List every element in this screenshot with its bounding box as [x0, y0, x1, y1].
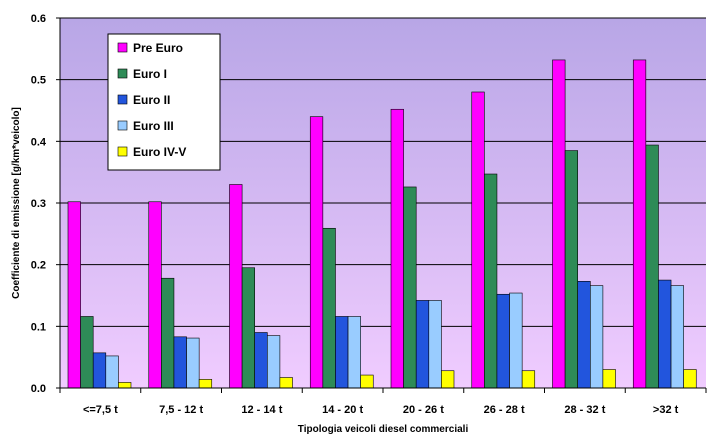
y-tick-label: 0.1 [31, 321, 46, 333]
bar [645, 144, 659, 389]
bar [118, 382, 132, 389]
bar [428, 300, 442, 389]
x-tick-label: 7,5 - 12 t [159, 404, 203, 416]
bar [198, 379, 213, 389]
bar [148, 201, 162, 389]
x-tick-label: 26 - 28 t [484, 404, 525, 416]
bar [441, 370, 455, 389]
bar [390, 108, 404, 389]
bar [161, 277, 175, 389]
bar [552, 59, 566, 389]
bar [496, 293, 510, 389]
x-tick-label: >32 t [653, 404, 679, 416]
x-tick-label: 12 - 14 t [241, 404, 282, 416]
legend-swatch [117, 146, 128, 157]
bar [105, 355, 119, 389]
bar [683, 369, 697, 389]
bars [67, 59, 697, 389]
bar [564, 150, 578, 389]
x-tick-labels: <=7,5 t 7,5 - 12 t 12 - 14 t 14 - 20 t 20 - … [83, 404, 679, 416]
bar [80, 316, 94, 389]
bar [347, 316, 361, 389]
bar [322, 227, 336, 389]
bar [403, 186, 417, 389]
bar [67, 201, 81, 389]
legend-label: Pre Euro [133, 41, 183, 55]
legend-swatch [117, 120, 128, 131]
y-tick-label: 0.5 [31, 75, 46, 87]
legend-label: Euro I [133, 67, 167, 81]
bar [521, 370, 536, 389]
bar [254, 332, 268, 389]
bar [309, 116, 324, 389]
axes [56, 17, 707, 393]
bar [670, 285, 684, 389]
legend-swatch [117, 42, 128, 53]
bar [509, 292, 523, 389]
y-axis-title: Coefficiente di emissione [g/km*veicolo] [11, 107, 22, 299]
legend: Pre Euro Euro I Euro II Euro III Euro IV-V [107, 33, 221, 171]
bar [602, 369, 616, 389]
x-tick-label: 28 - 32 t [564, 404, 605, 416]
y-tick-label: 0.6 [31, 13, 46, 25]
y-tick-labels: 0.0 0.1 0.2 0.3 0.4 0.5 0.6 [31, 13, 47, 395]
bar [229, 184, 243, 389]
legend-label: Euro III [133, 119, 174, 133]
bar [266, 335, 281, 389]
x-tick-label: 20 - 26 t [403, 404, 444, 416]
legend-swatch [117, 68, 128, 79]
x-tick-label: <=7,5 t [83, 404, 118, 416]
bar [415, 300, 430, 389]
y-tick-label: 0.4 [31, 136, 47, 148]
bar [632, 59, 647, 389]
y-tick-label: 0.0 [31, 383, 46, 395]
bar [589, 285, 604, 389]
bar [92, 352, 107, 389]
bar [335, 316, 349, 389]
bar [186, 337, 200, 389]
x-axis-title: Tipologia veicoli diesel commerciali [298, 424, 469, 435]
legend-label: Euro II [133, 93, 170, 107]
legend-swatch [117, 94, 128, 105]
bar [577, 281, 591, 389]
bar [484, 173, 498, 389]
bar [279, 377, 293, 389]
bar [173, 336, 187, 389]
bar [658, 279, 672, 389]
bar [471, 91, 485, 389]
y-tick-label: 0.2 [31, 260, 46, 272]
bar [360, 374, 374, 389]
bar [241, 267, 256, 389]
x-tick-label: 14 - 20 t [322, 404, 363, 416]
y-tick-label: 0.3 [31, 198, 46, 210]
legend-label: Euro IV-V [133, 145, 186, 159]
